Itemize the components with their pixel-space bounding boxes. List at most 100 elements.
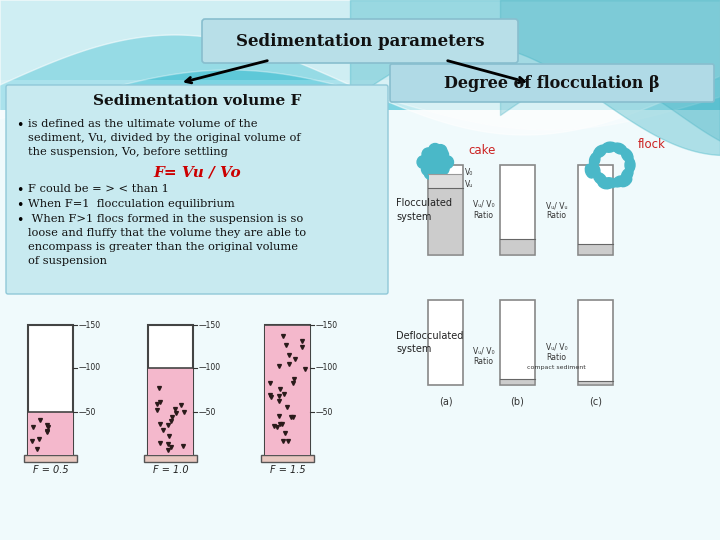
Circle shape [422,148,435,161]
Bar [579,244,612,254]
Text: •: • [16,119,23,132]
Text: —100: —100 [79,363,101,373]
Bar [428,165,463,255]
Bar [148,368,193,455]
Bar [500,165,535,255]
Bar [429,174,462,187]
Text: of suspension: of suspension [28,256,107,266]
Text: Deflocculated
system: Deflocculated system [396,331,464,354]
FancyBboxPatch shape [202,19,518,63]
Text: —50: —50 [79,408,96,416]
Text: (a): (a) [438,397,452,407]
Circle shape [424,167,437,179]
Bar [265,325,310,455]
Text: compact sediment: compact sediment [527,364,586,369]
Ellipse shape [594,145,607,158]
Text: Ratio: Ratio [474,211,493,219]
Ellipse shape [590,163,600,178]
Text: is defined as the ultimate volume of the: is defined as the ultimate volume of the [28,119,258,129]
Text: flock: flock [638,138,666,152]
Circle shape [429,165,441,178]
Bar [0,110,720,540]
Text: Ratio: Ratio [546,212,567,220]
Ellipse shape [621,168,633,181]
Circle shape [436,162,449,175]
Circle shape [428,156,441,168]
Bar [265,325,310,455]
Text: encompass is greater than the original volume: encompass is greater than the original v… [28,242,298,252]
Text: —50: —50 [199,408,217,416]
Text: sediment, Vu, divided by the original volume of: sediment, Vu, divided by the original vo… [28,133,301,143]
Bar [578,165,613,255]
Circle shape [438,156,451,168]
Text: Vᵤ/ Vᵤ: Vᵤ/ Vᵤ [546,201,567,211]
Text: When F>1 flocs formed in the suspension is so: When F>1 flocs formed in the suspension … [28,214,303,224]
Ellipse shape [602,142,617,152]
Text: (c): (c) [589,397,602,407]
Bar [579,381,612,384]
Bar [429,187,462,254]
Ellipse shape [619,176,631,187]
Text: loose and fluffy that the volume they are able to: loose and fluffy that the volume they ar… [28,228,306,238]
Circle shape [429,146,441,158]
Text: Degree of flocculation β: Degree of flocculation β [444,75,660,91]
Text: —150: —150 [316,321,338,329]
Ellipse shape [612,143,626,154]
Text: F = 1.0: F = 1.0 [153,465,189,475]
Text: •: • [16,184,23,197]
Bar [0,0,720,80]
FancyBboxPatch shape [390,64,714,102]
Bar [501,239,534,254]
Bar [578,300,613,385]
Ellipse shape [621,148,633,162]
Text: F could be = > < than 1: F could be = > < than 1 [28,184,169,194]
Text: (b): (b) [510,397,524,407]
Circle shape [441,156,454,168]
Text: —50: —50 [316,408,333,416]
Ellipse shape [598,179,612,189]
FancyBboxPatch shape [6,85,388,294]
Text: Vᵤ: Vᵤ [465,180,473,190]
Ellipse shape [585,164,595,178]
Circle shape [429,168,441,180]
Text: —150: —150 [199,321,221,329]
Circle shape [417,156,430,168]
Ellipse shape [602,178,617,188]
Bar [28,325,73,455]
Bar [501,379,534,384]
Text: V₀: V₀ [465,168,473,177]
Text: Vᵤ/ V₀: Vᵤ/ V₀ [546,342,567,352]
Bar [428,300,463,385]
Text: —100: —100 [316,363,338,373]
Text: F= Vu / Vo: F= Vu / Vo [153,165,240,179]
Ellipse shape [590,153,600,167]
Bar [0,80,720,110]
Text: —100: —100 [199,363,221,373]
Text: F = 0.5: F = 0.5 [32,465,68,475]
Circle shape [436,148,449,161]
Bar [24,455,77,462]
Text: Flocculated
system: Flocculated system [396,198,452,221]
Text: •: • [16,199,23,212]
Bar [28,412,73,455]
Bar [144,455,197,462]
Circle shape [434,145,447,157]
Text: Vᵤ/ V₀: Vᵤ/ V₀ [473,199,495,208]
Circle shape [419,156,432,168]
Ellipse shape [625,158,635,172]
Text: •: • [16,214,23,227]
Text: Vᵤ/ V₀: Vᵤ/ V₀ [473,347,495,356]
Text: Ratio: Ratio [474,357,493,366]
Text: Sedimentation volume F: Sedimentation volume F [93,94,301,108]
Text: F = 1.5: F = 1.5 [270,465,305,475]
Ellipse shape [594,172,607,185]
Text: Sedimentation parameters: Sedimentation parameters [235,32,485,50]
Text: When F=1  flocculation equilibrium: When F=1 flocculation equilibrium [28,199,235,209]
Text: Ratio: Ratio [546,353,567,361]
Text: —150: —150 [79,321,101,329]
Bar [500,300,535,385]
Text: cake: cake [468,144,495,157]
Circle shape [421,163,434,176]
Text: the suspension, Vo, before settling: the suspension, Vo, before settling [28,147,228,157]
Circle shape [428,144,441,156]
